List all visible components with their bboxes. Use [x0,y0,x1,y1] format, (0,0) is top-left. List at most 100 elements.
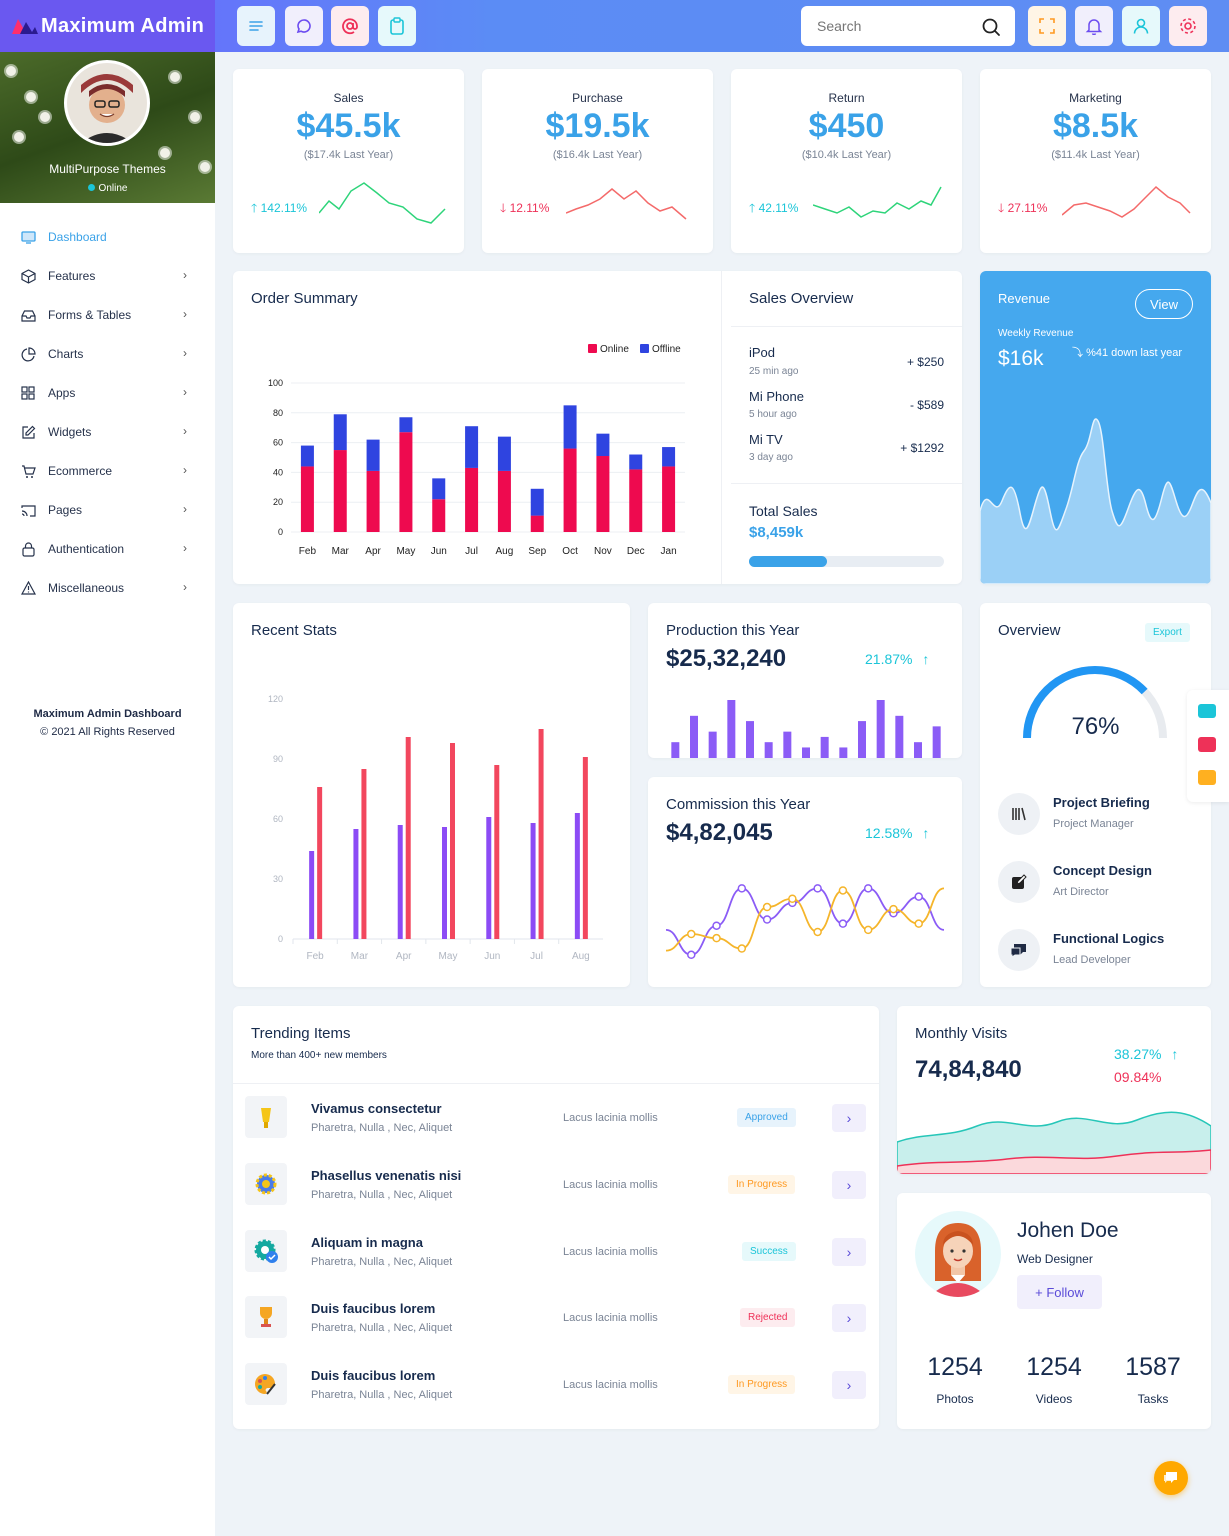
item-name: Aliquam in magna [311,1235,423,1250]
table-row[interactable]: Vivamus consectetur Pharetra, Nulla , Ne… [233,1096,879,1146]
item-description: Lacus lacinia mollis [563,1312,658,1324]
search-icon[interactable] [981,17,1001,37]
brand[interactable]: Maximum Admin [0,0,215,52]
stat-card-sales: Sales $45.5k ($17.4k Last Year) 🡑 142.11… [233,69,464,253]
chat-button[interactable] [285,6,323,46]
status-label: Online [98,183,128,194]
monthly-visits-card: Monthly Visits 74,84,840 38.27% ↑ 09.84% [897,1006,1211,1174]
chevron-right-icon: › [183,580,187,594]
table-row[interactable]: Duis faucibus lorem Pharetra, Nulla , Ne… [233,1296,879,1346]
mention-button[interactable] [331,6,369,46]
bar-offline [300,445,314,467]
image-icon[interactable] [1198,737,1216,752]
x-tick-label: Nov [594,546,612,557]
stat-label: Tasks [1137,1392,1169,1406]
sidebar-item-widgets[interactable]: Widgets › [20,420,195,444]
table-row[interactable]: Aliquam in magna Pharetra, Nulla , Nec, … [233,1230,879,1280]
x-tick-label: Aug [572,951,590,962]
sales-sparkline [319,182,446,224]
sidebar-item-pages[interactable]: Pages › [20,498,195,522]
bar-online [399,432,413,532]
x-tick-label: Oct [562,546,578,557]
monthly-visits-area-chart [897,1111,1211,1174]
item-name: Vivamus consectetur [311,1101,442,1116]
stat-change: 🡑 42.11% [749,199,798,220]
avatar[interactable] [64,60,150,146]
sales-item-amount: + $250 [906,355,944,369]
bar-offline [563,405,577,449]
bar-offline [596,433,610,457]
sidebar-item-label: Ecommerce [48,464,113,478]
row-arrow-button[interactable]: › [832,1371,866,1399]
divider [731,483,962,484]
alert-icon [20,580,36,596]
production-bar [746,721,754,758]
sidebar-item-features[interactable]: Features › [20,264,195,288]
stat-change-value: 142.11% [260,201,308,215]
search-input[interactable] [801,6,1015,46]
sales-item-name: Mi Phone [749,389,804,404]
x-tick-label: Feb [299,546,317,557]
sidebar-item-charts[interactable]: Charts › [20,342,195,366]
settings-button[interactable] [1169,6,1207,46]
chat-bubble-icon[interactable] [1198,770,1216,785]
profile-card-role: Web Designer [1017,1252,1093,1266]
commission-change-value: 12.58% [865,825,913,841]
item-name: Duis faucibus lorem [311,1301,436,1316]
order-summary-chart: 0 20 40 60 80 100 Feb Mar Apr May Jun Jul Aug Sep Oct N… [268,344,685,557]
sidebar-item-apps[interactable]: Apps › [20,381,195,405]
card-title: Revenue [998,291,1051,306]
commission-point [762,915,772,924]
card-title: Monthly Visits [915,1025,1008,1042]
notifications-button[interactable] [1075,6,1113,46]
stat-change: 🡓 12.11% [500,199,549,220]
row-arrow-button[interactable]: › [832,1238,866,1266]
sidebar-item-authentication[interactable]: Authentication › [20,537,195,561]
view-button[interactable]: View [1135,289,1193,319]
bar-offline [629,454,643,470]
item-description: Lacus lacinia mollis [563,1112,658,1124]
arrow-up-icon: 🡑 [749,201,756,215]
item-tags: Pharetra, Nulla , Nec, Aliquet [311,1189,453,1201]
row-arrow-button[interactable]: › [832,1104,866,1132]
chat-fab-button[interactable] [1154,1461,1188,1495]
x-tick-label: Apr [365,546,381,557]
trending-items-card: Trending Items More than 400+ new member… [233,1006,879,1429]
commission-point [914,919,923,928]
table-row[interactable]: Phasellus venenatis nisi Pharetra, Nulla… [233,1163,879,1213]
y-tick-label: 120 [268,694,283,704]
bar-series-1 [353,829,359,939]
stat-value: 1254 [927,1353,983,1381]
bar-online [465,467,479,532]
fullscreen-button[interactable] [1028,6,1066,46]
production-bar [858,721,866,758]
table-row[interactable]: Duis faucibus lorem Pharetra, Nulla , Ne… [233,1363,879,1413]
camera-icon[interactable] [1198,704,1216,718]
commission-point [788,894,797,903]
menu-toggle-button[interactable] [237,6,275,46]
sidebar-item-ecommerce[interactable]: Ecommerce › [20,459,195,483]
bar-series-2 [538,729,544,939]
item-tags: Pharetra, Nulla , Nec, Aliquet [311,1389,453,1401]
sales-item-time: 5 hour ago [749,409,797,420]
arrow-up-icon: ↑ [922,651,930,667]
stat-last-year: ($16.4k Last Year) [552,149,643,161]
stat-title: Sales [333,91,364,105]
sidebar-item-dashboard[interactable]: Dashboard [20,225,195,249]
follow-button[interactable]: + Follow [1017,1275,1102,1309]
sales-item-name: iPod [749,345,776,360]
export-button[interactable]: Export [1145,623,1190,642]
row-arrow-button[interactable]: › [832,1304,866,1332]
bar-series-2 [361,769,367,939]
row-arrow-button[interactable]: › [832,1171,866,1199]
sidebar-item-miscellaneous[interactable]: Miscellaneous › [20,576,195,600]
clipboard-button[interactable] [378,6,416,46]
sidebar-item-forms-tables[interactable]: Forms & Tables › [20,303,195,327]
y-tick-label: 0 [278,934,283,944]
user-button[interactable] [1122,6,1160,46]
commission-point [687,950,696,960]
bar-offline [399,417,413,433]
top-header: Maximum Admin [0,0,1229,52]
monitor-icon [20,229,36,245]
y-tick-label: 20 [273,497,283,507]
